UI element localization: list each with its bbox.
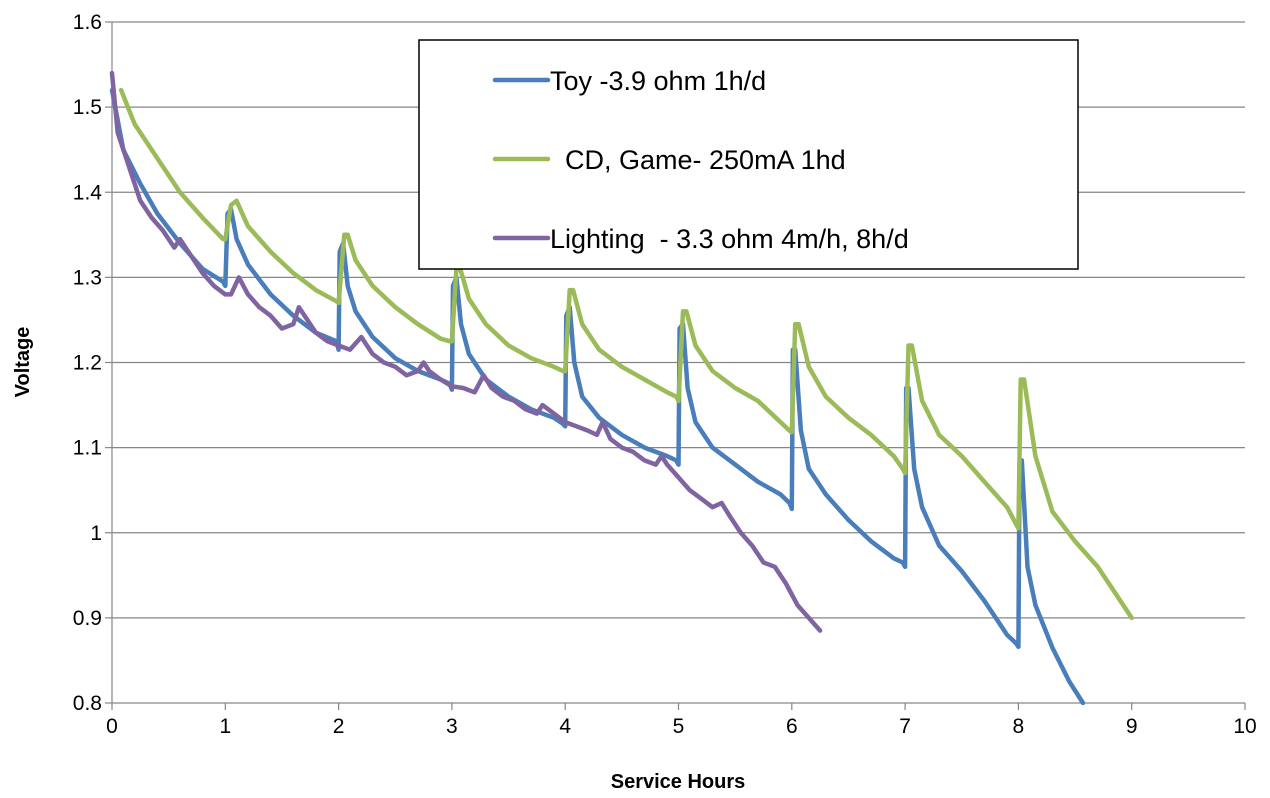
x-tick-label: 3 xyxy=(446,715,458,738)
x-tick-label: 7 xyxy=(899,715,911,738)
y-axis-title: Voltage xyxy=(12,327,34,398)
x-tick-label: 4 xyxy=(559,715,571,738)
y-tick-label: 1.5 xyxy=(73,96,102,119)
x-tick-label: 0 xyxy=(106,715,118,738)
y-tick-label: 1.3 xyxy=(73,266,102,289)
y-tick-label: 1 xyxy=(90,522,102,545)
x-tick-label: 6 xyxy=(786,715,798,738)
series-line-3 xyxy=(109,70,823,633)
y-tick-label: 0.9 xyxy=(73,607,102,630)
x-tick-label: 1 xyxy=(219,715,231,738)
x-axis-title: Service Hours xyxy=(611,771,746,793)
series-lines xyxy=(109,70,1134,706)
y-tick-label: 0.8 xyxy=(73,692,102,715)
x-tick-label: 9 xyxy=(1126,715,1138,738)
x-tick-label: 8 xyxy=(1013,715,1025,738)
legend-label-3: Lighting - 3.3 ohm 4m/h, 8h/d xyxy=(550,224,909,254)
y-tick-label: 1.2 xyxy=(73,352,102,375)
x-tick-label: 5 xyxy=(673,715,685,738)
x-tick-label: 2 xyxy=(333,715,345,738)
x-tick-labels: 0 1 2 3 4 5 6 7 8 9 10 xyxy=(106,703,1257,738)
y-tick-label: 1.1 xyxy=(73,437,102,460)
series-line-2 xyxy=(118,87,1134,621)
legend: Toy -3.9 ohm 1h/d CD, Game- 250mA 1hd Lig… xyxy=(418,39,1079,270)
legend-label-1: Toy -3.9 ohm 1h/d xyxy=(550,66,766,96)
legend-label-2: CD, Game- 250mA 1hd xyxy=(550,145,846,175)
y-tick-labels: 0.8 0.9 1 1.1 1.2 1.3 1.4 1.5 1.6 xyxy=(73,11,112,715)
y-tick-label: 1.6 xyxy=(73,11,102,34)
y-tick-label: 1.4 xyxy=(73,181,103,204)
x-tick-label: 10 xyxy=(1233,715,1256,738)
